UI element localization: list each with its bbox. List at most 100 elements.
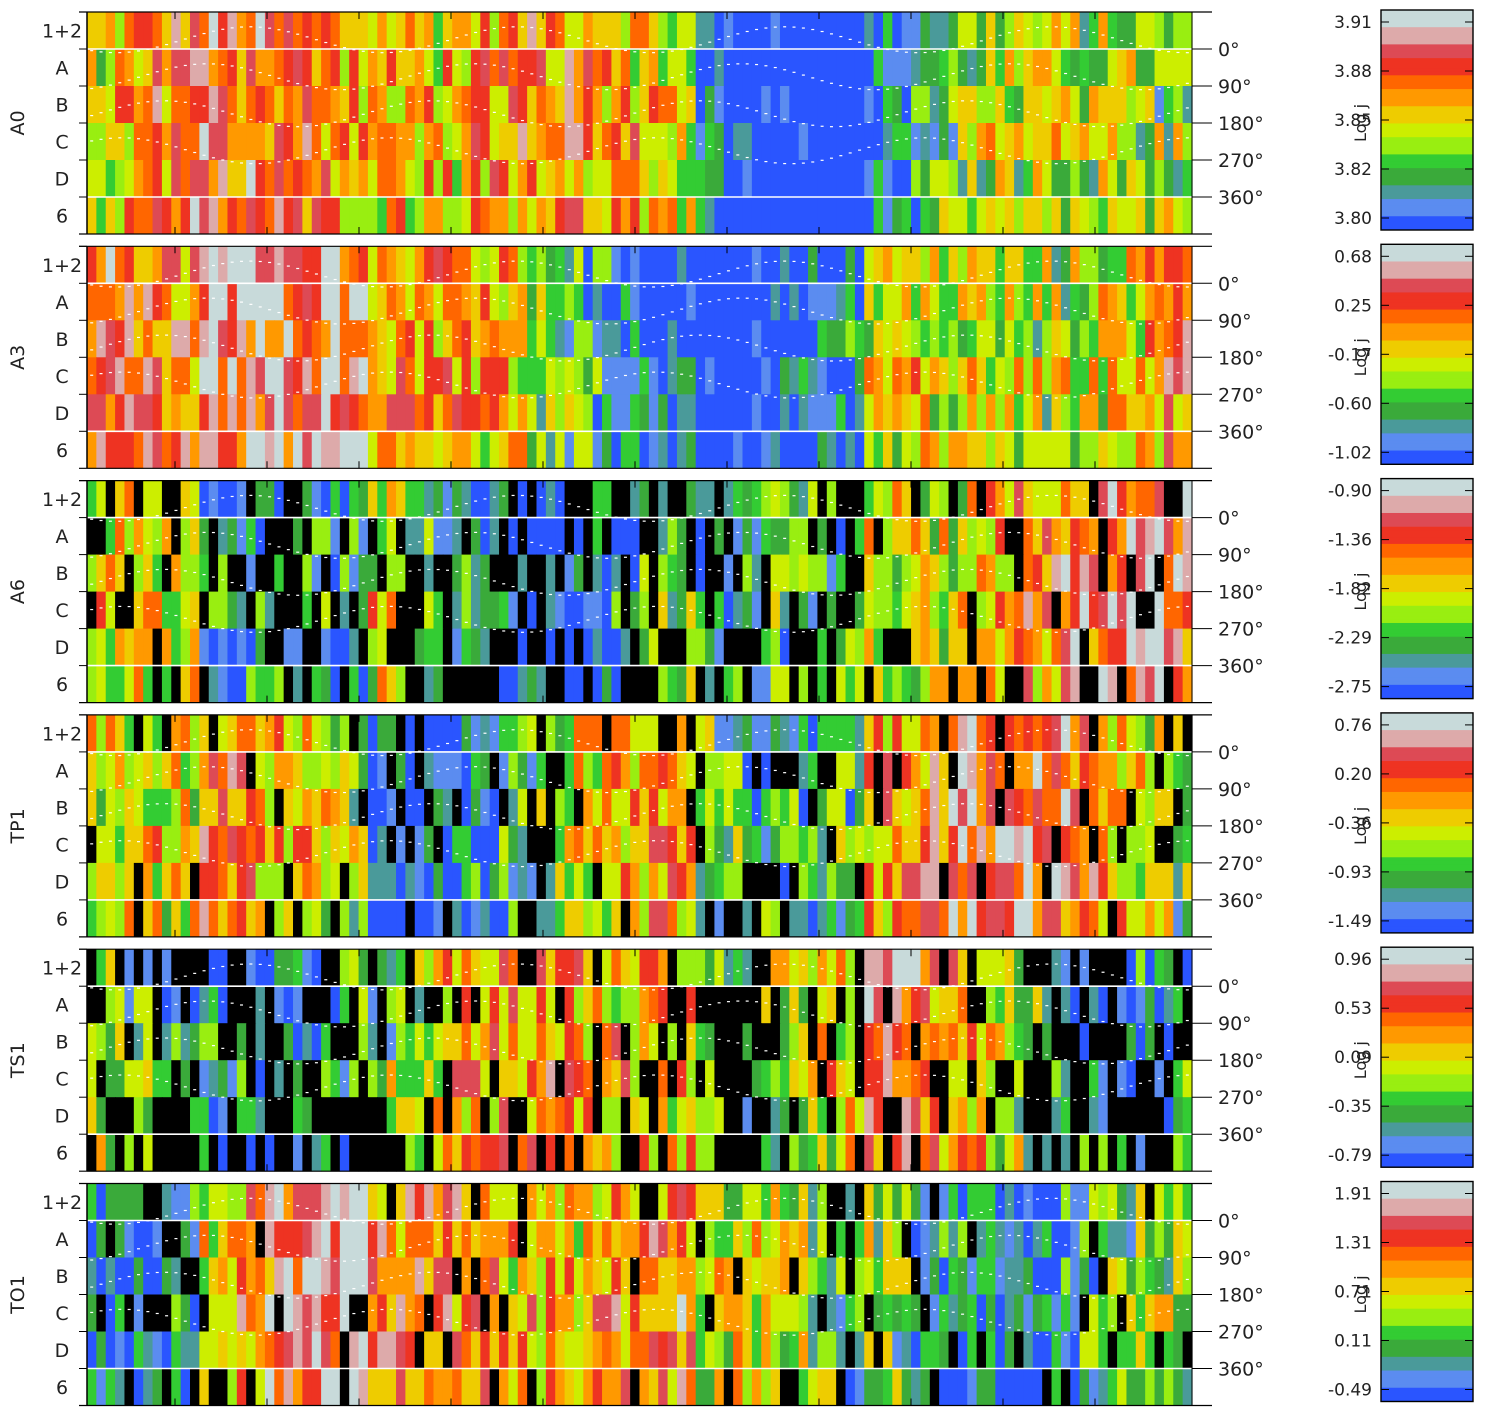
phase-marker	[1148, 557, 1152, 559]
phase-marker	[455, 150, 459, 152]
phase-marker	[642, 137, 646, 139]
heatmap-cell	[555, 714, 566, 753]
phase-marker	[492, 863, 496, 865]
heatmap-cell	[967, 714, 978, 753]
phase-marker	[876, 353, 880, 355]
phase-marker	[277, 629, 281, 632]
heatmap-cell	[152, 431, 163, 469]
phase-marker	[755, 862, 759, 864]
phase-marker	[137, 779, 141, 781]
heatmap-cell	[367, 320, 378, 358]
heatmap-cell	[246, 283, 257, 321]
heatmap-cell	[1173, 554, 1184, 592]
phase-marker	[914, 137, 918, 139]
heatmap-cell	[695, 160, 706, 198]
phase-marker	[137, 606, 141, 608]
heatmap-cell	[180, 788, 191, 827]
heatmap-cell	[218, 751, 229, 790]
phase-label: 180°	[1218, 347, 1264, 369]
heatmap-cell	[1163, 283, 1174, 321]
heatmap-cell	[817, 86, 828, 124]
heatmap-cell	[864, 751, 875, 790]
heatmap-cell	[676, 825, 687, 864]
heatmap-cell	[686, 320, 697, 358]
heatmap-cell	[789, 788, 800, 827]
phase-marker	[586, 853, 590, 855]
phase-marker	[277, 593, 281, 595]
phase-marker	[783, 352, 787, 355]
heatmap-cell	[433, 357, 444, 395]
heatmap-cell	[1126, 788, 1137, 827]
colorbar-tick-label: 3.88	[1334, 62, 1372, 82]
heatmap-cell	[639, 480, 650, 518]
heatmap-cell	[246, 628, 257, 666]
heatmap-cell	[1126, 357, 1137, 395]
phase-marker	[773, 769, 777, 772]
heatmap-cell	[1060, 49, 1071, 87]
heatmap-cell	[274, 160, 285, 198]
heatmap-cell	[648, 899, 659, 938]
phase-marker	[1064, 775, 1068, 778]
phase-marker	[848, 855, 852, 857]
heatmap-cell	[508, 986, 519, 1024]
heatmap-cell	[583, 320, 594, 358]
heatmap-cell	[1154, 320, 1165, 358]
phase-marker	[979, 65, 983, 68]
heatmap-cell	[667, 517, 678, 555]
heatmap-cell	[1060, 431, 1071, 469]
row-label: 6	[56, 206, 68, 228]
heatmap-cell	[264, 788, 275, 827]
heatmap-cell	[957, 357, 968, 395]
heatmap-cell	[405, 49, 416, 87]
phase-marker	[895, 790, 899, 792]
heatmap-cell	[321, 899, 332, 938]
heatmap-cell	[246, 357, 257, 395]
phase-marker	[183, 533, 187, 535]
heatmap-cell	[770, 862, 781, 901]
phase-marker	[240, 495, 244, 497]
heatmap-cell	[808, 49, 819, 87]
heatmap-cell	[433, 665, 444, 703]
heatmap-cell	[817, 49, 828, 87]
heatmap-cell	[536, 394, 547, 432]
phase-marker	[1017, 811, 1021, 813]
phase-marker	[867, 88, 871, 91]
heatmap-cell	[892, 480, 903, 518]
phase-marker	[455, 384, 459, 386]
phase-marker	[708, 301, 712, 303]
heatmap-cell	[1135, 628, 1146, 666]
heatmap-cell	[976, 517, 987, 555]
phase-marker	[914, 786, 918, 788]
heatmap-cell	[733, 283, 744, 321]
phase-marker	[652, 137, 656, 139]
phase-marker	[399, 840, 403, 842]
phase-marker	[764, 629, 768, 631]
row-label: 1+2	[42, 723, 82, 745]
phase-marker	[146, 517, 150, 519]
heatmap-cell	[854, 357, 865, 395]
phase-marker	[240, 535, 244, 537]
heatmap-cell	[854, 825, 865, 864]
heatmap-cell	[1032, 714, 1043, 753]
heatmap-cell	[508, 49, 519, 87]
heatmap-cell	[976, 160, 987, 198]
heatmap-cell	[349, 12, 360, 50]
phase-marker	[801, 261, 805, 263]
phase-marker	[492, 111, 496, 113]
heatmap-cell	[555, 517, 566, 555]
heatmap-cell	[190, 160, 200, 198]
phase-marker	[1176, 553, 1180, 555]
phase-marker	[389, 105, 393, 107]
phase-marker	[1035, 495, 1039, 497]
phase-marker	[567, 34, 571, 36]
heatmap-cell	[293, 825, 303, 864]
heatmap-cell	[499, 246, 509, 284]
heatmap-cell	[1135, 86, 1146, 124]
heatmap-cell	[1060, 160, 1071, 198]
phase-marker	[427, 803, 431, 805]
heatmap-cell	[723, 431, 734, 469]
phase-marker	[876, 515, 880, 517]
heatmap-cell	[864, 825, 875, 864]
phase-marker	[745, 576, 749, 578]
heatmap-cell	[321, 517, 332, 555]
